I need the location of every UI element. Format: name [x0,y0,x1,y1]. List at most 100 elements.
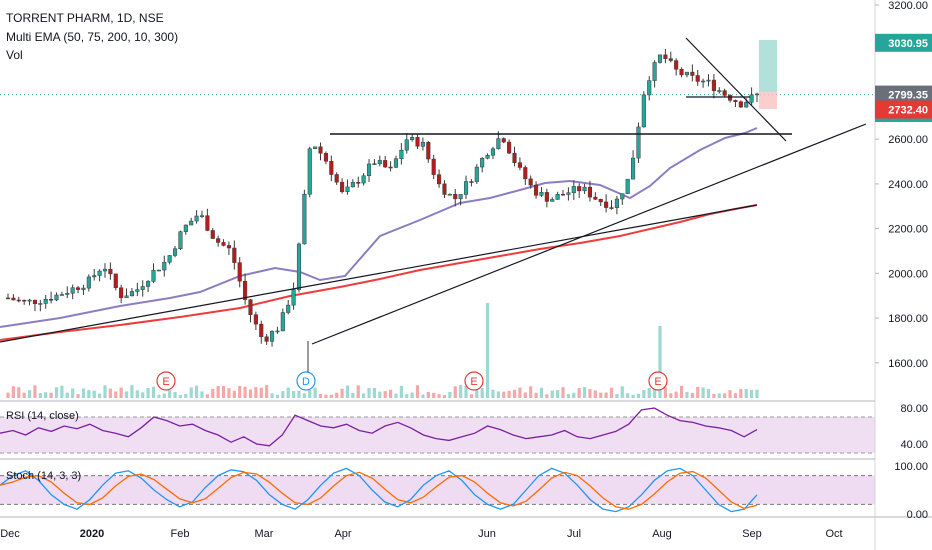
volume-bar [232,390,236,398]
volume-bar [151,386,156,398]
candle-body [701,80,706,83]
candle-body [264,336,269,342]
rsi-label[interactable]: RSI (14, close) [6,410,79,422]
volume-bar [723,393,727,398]
volume-bar [194,385,199,398]
volume-bar [679,385,684,398]
volume-bar [512,389,517,398]
candle-body [733,100,738,102]
candle-body [738,101,743,108]
volume-bar [259,387,263,398]
volume-bar [674,391,678,398]
volume-bar [437,394,441,398]
ema-purple-line [0,127,758,328]
event-marker [296,371,316,391]
candle-body [539,192,544,196]
volume-bar [141,392,145,398]
volume-bar [124,391,129,398]
volume-bar [696,386,700,398]
candle-body [383,160,388,168]
volume-bar [647,388,651,398]
candle-body [431,158,436,175]
candle-body [420,142,425,147]
candle-body [194,215,199,222]
candle-body [534,184,539,196]
volume-bar [706,389,711,398]
time-axis-label: Jul [567,528,581,540]
rsi-line [0,407,758,447]
volume-bar [539,387,544,398]
volume-bar [76,394,80,398]
candle-body [577,186,582,192]
volume-bar [415,385,420,398]
volume-bar [308,389,312,398]
volume-bar [238,385,242,398]
price-tick-label: 2200.00 [888,224,928,236]
candle-body [684,71,689,76]
candle-body [205,215,210,231]
candle-body [318,146,323,154]
candle-body [221,242,226,246]
candle-body [598,199,603,203]
volume-bar [534,392,538,398]
volume-bar [281,391,285,398]
candle-body [38,303,43,305]
volume-bar [421,394,425,398]
candle-body [178,231,183,249]
target-zone [759,40,777,92]
candle-body [754,93,760,96]
volume-bar [275,394,280,398]
candle-body [663,54,668,59]
volume-bar [620,386,624,398]
candle-body [490,148,496,156]
volume-bar [561,387,565,398]
volume-bar [755,389,759,398]
candle-body [501,138,506,143]
price-tag-text: 2732.40 [888,105,928,117]
volume-bar [65,392,69,398]
price-tag [875,33,932,52]
candle-body [76,287,81,290]
volume-bar [130,385,134,398]
candle-body [679,68,684,76]
candle-body [631,157,636,180]
stoch-tick-label: 100.00 [894,461,928,473]
volume-bar [372,387,377,398]
candle-body [485,155,490,159]
volume-label[interactable]: Vol [6,48,23,62]
candle-body [216,238,221,243]
candle-body [544,192,549,202]
stoch-label[interactable]: Stoch (14, 3, 3) [6,470,82,482]
candle-body [296,243,302,290]
ema-indicator-label[interactable]: Multi EMA (50, 75, 200, 10, 300) [6,30,179,44]
candle-body [647,80,652,96]
candle-body [657,54,663,63]
volume-bar [22,392,26,398]
volume-bar [146,388,150,398]
volume-bar [669,393,673,398]
candle-body [604,201,609,208]
stoch-band [0,475,875,505]
candle-body [86,276,91,289]
rsi-tick-label: 40.00 [900,439,928,451]
volume-bar [157,394,161,398]
volume-bar [119,387,123,398]
candle-body [480,158,485,168]
candle-body [496,138,501,150]
candle-body [32,299,37,305]
candle-body [124,295,129,299]
candle-body [129,291,134,297]
candle-body [722,90,727,96]
candle-body [323,152,328,162]
event-marker-letter: E [654,376,661,388]
candle-body [749,94,754,103]
volume-bar [162,393,166,398]
volume-bar [248,389,253,398]
candle-body [437,174,442,185]
candle-body [329,161,334,175]
candle-body [226,245,231,249]
volume-bar [405,394,409,398]
volume-bar [189,387,193,398]
candle-body [641,94,646,128]
